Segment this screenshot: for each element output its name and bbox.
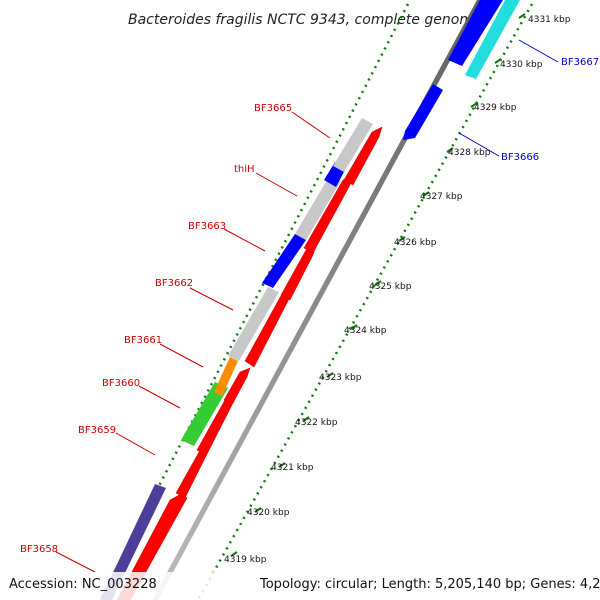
accession-text: Accession: NC_003228 — [9, 577, 157, 592]
gene-label-bf3659: BF3659 — [78, 425, 116, 436]
gene-bf3660-outer[interactable] — [214, 357, 238, 396]
gene-bf3667[interactable] — [465, 0, 520, 79]
kbp-label: 4321 kbp — [271, 463, 314, 473]
left-leader-lines — [55, 111, 331, 573]
gene-bf3667-blue[interactable] — [448, 0, 503, 66]
genome-backbone — [152, 0, 483, 600]
gene-label-bf3663: BF3663 — [188, 221, 226, 232]
gene-label-bf3666: BF3666 — [501, 152, 539, 163]
kbp-label: 4329 kbp — [474, 103, 517, 113]
kbp-label: 4327 kbp — [420, 192, 463, 202]
gene-label-bf3661: BF3661 — [124, 335, 162, 346]
kbp-label: 4325 kbp — [369, 282, 412, 292]
gene-bf3659-outer[interactable] — [181, 382, 228, 446]
gene-label-bf3667: BF3667 — [561, 57, 599, 68]
gene-bf3661-outer[interactable] — [228, 287, 279, 361]
gene-label-bf3658: BF3658 — [20, 544, 58, 555]
gene-bf3666[interactable] — [403, 84, 443, 140]
gene-bf3665-outer[interactable] — [333, 118, 373, 172]
kbp-label: 4323 kbp — [319, 373, 362, 383]
genome-summary-text: Topology: circular; Length: 5,205,140 bp… — [259, 577, 600, 592]
kbp-label: 4328 kbp — [448, 148, 491, 158]
gene-label-bf3660: BF3660 — [102, 378, 140, 389]
kbp-label: 4326 kbp — [394, 238, 437, 248]
gene-bf3663-outer[interactable] — [295, 175, 341, 240]
kbp-label: 4330 kbp — [500, 60, 543, 70]
gene-label-bf3665: BF3665 — [254, 103, 292, 114]
kbp-label: 4324 kbp — [344, 326, 387, 336]
kbp-label: 4319 kbp — [224, 555, 267, 565]
gene-bf3661[interactable] — [223, 367, 251, 404]
kbp-label: 4331 kbp — [528, 15, 571, 25]
gene-label-thih: thiH — [234, 164, 255, 175]
gene-bf3662-outer[interactable] — [262, 234, 306, 288]
footer-bg — [0, 572, 600, 600]
gene-bf3665[interactable] — [343, 126, 383, 186]
kbp-tick-marks — [230, 13, 526, 557]
map-title: Bacteroides fragilis NCTC 9343, complete… — [128, 12, 482, 28]
gene-label-bf3662: BF3662 — [155, 278, 193, 289]
right-leader-lines — [458, 39, 559, 157]
kbp-label: 4322 kbp — [295, 418, 338, 428]
forward-strand-genes — [116, 126, 383, 600]
kbp-label: 4320 kbp — [247, 508, 290, 518]
gene-bf3658-outer[interactable] — [100, 484, 166, 600]
